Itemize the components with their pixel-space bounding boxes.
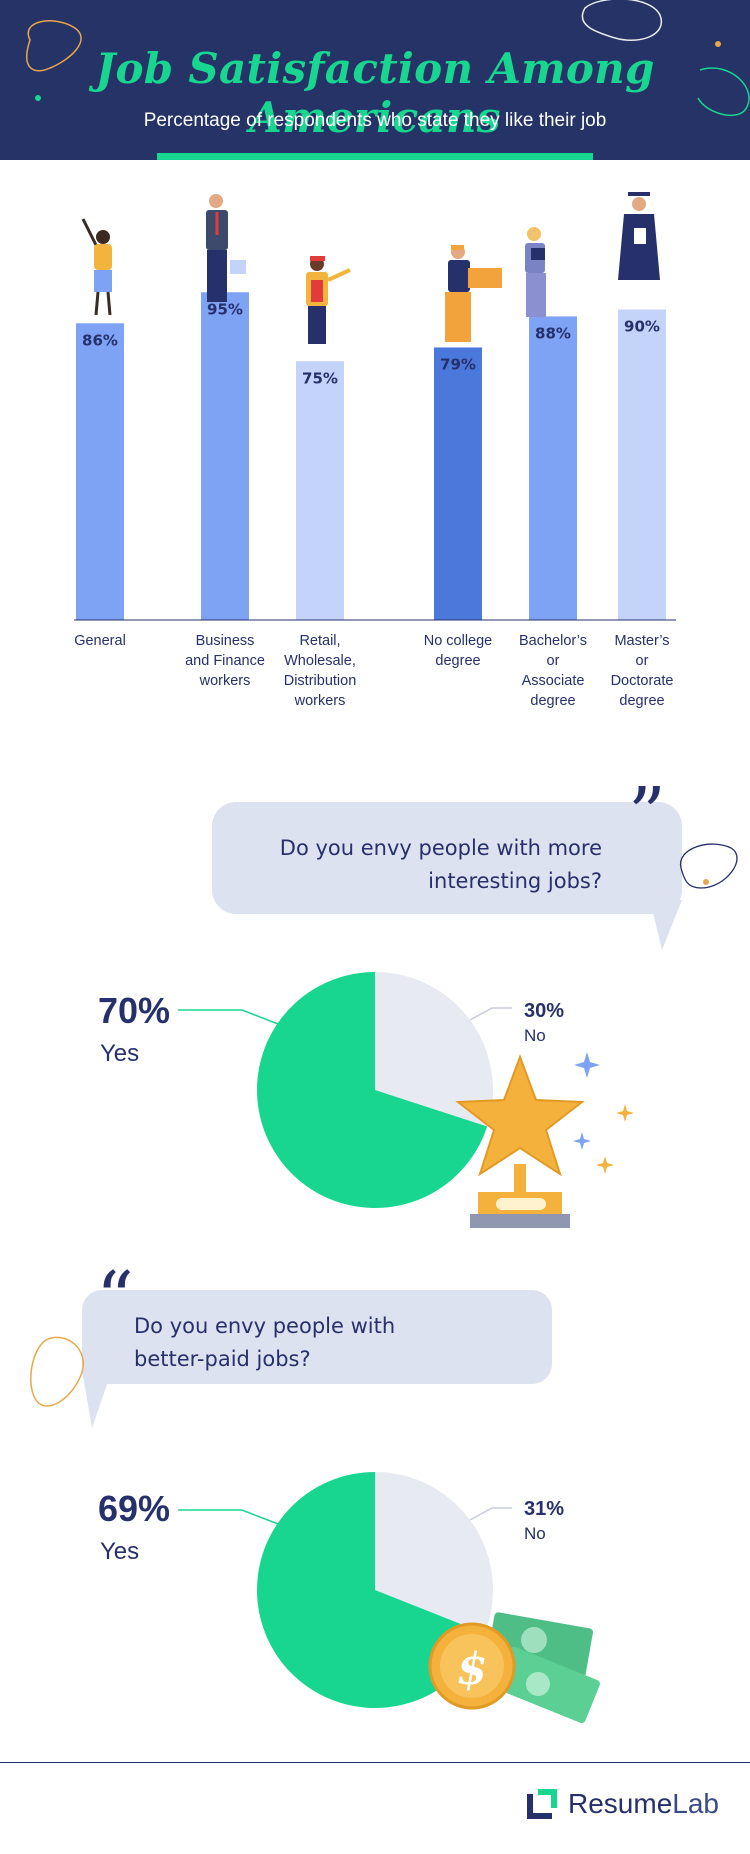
bar-value-label-5: 90%	[624, 318, 660, 336]
category-label-1: Business and Finance workers	[185, 633, 265, 689]
bar-5	[618, 309, 666, 620]
brand-name: ResumeLab	[568, 1788, 719, 1820]
page-subtitle: Percentage of respondents who state they…	[143, 110, 607, 131]
person-bachelor-icon	[525, 227, 546, 317]
header-accent-bar	[157, 153, 593, 160]
question-1-line-2: interesting jobs?	[428, 869, 602, 893]
category-label-0: General	[74, 633, 126, 649]
person-no-college-icon	[445, 245, 502, 342]
brand-name-part1: Resume	[568, 1788, 673, 1819]
pie-1-yes-percent: 70%	[98, 990, 171, 1031]
pie-1-no-label: No	[524, 1026, 546, 1045]
brand-name-part2: Lab	[672, 1788, 719, 1819]
question-text-1: Do you envy people with more interesting…	[252, 832, 602, 898]
pie-1-yes-leader	[178, 1009, 279, 1025]
bar-0	[76, 323, 124, 620]
bar-value-label-3: 79%	[440, 355, 476, 373]
pie-2-slice-yes	[257, 1472, 485, 1708]
bar-1	[201, 292, 249, 620]
person-retail-icon	[306, 256, 351, 344]
person-business-icon	[206, 194, 246, 302]
pie-2-no-percent: 31%	[524, 1498, 565, 1520]
question-2-line-2: better-paid jobs?	[134, 1347, 311, 1371]
pie-1-yes-label: Yes	[100, 1040, 140, 1067]
category-label-2: Retail, Wholesale, Distribution workers	[284, 633, 357, 709]
category-label-4: Bachelor’s or Associate degree	[519, 633, 587, 709]
category-label-5: Master’s or Doctorate degree	[611, 633, 674, 709]
page-title: Job Satisfaction Among Americans	[95, 44, 655, 142]
header-banner: Job Satisfaction Among Americans Percent…	[0, 0, 750, 160]
pie-2-yes-label: Yes	[100, 1538, 140, 1565]
resumelab-logo-icon	[527, 1789, 557, 1819]
person-general-icon	[81, 218, 112, 316]
pie-2-yes-leader	[178, 1509, 279, 1525]
question-text-2: Do you envy people with better-paid jobs…	[134, 1310, 534, 1376]
person-master-icon	[618, 192, 660, 280]
pie-2-no-label: No	[524, 1524, 546, 1543]
pie-1-no-percent: 30%	[524, 1000, 565, 1022]
bubble-1-decoration	[680, 843, 738, 889]
bar-value-label-4: 88%	[535, 324, 571, 342]
question-2-line-1: Do you envy people with	[134, 1314, 396, 1338]
bar-value-label-0: 86%	[82, 331, 118, 349]
bar-2	[296, 361, 344, 620]
bar-value-label-1: 95%	[207, 300, 243, 318]
pie-2-no-leader	[469, 1507, 512, 1521]
question-bubble-1	[212, 802, 682, 914]
pie-1-no-leader	[469, 1007, 512, 1021]
quote-icon-2: “	[96, 1256, 134, 1342]
category-label-3: No college degree	[424, 633, 493, 669]
bar-4	[529, 316, 577, 620]
bar-value-label-2: 75%	[302, 369, 338, 387]
footer-divider	[0, 1762, 750, 1763]
pie-1-slice-yes	[257, 972, 488, 1208]
question-1-line-1: Do you envy people with more	[279, 836, 602, 860]
pie-chart-2	[178, 1472, 512, 1708]
bar-chart: 86% 95% 75% 79% 88% 90%	[74, 192, 676, 709]
pie-2-slice-no	[375, 1472, 494, 1634]
quote-icon: ”	[628, 772, 666, 858]
pie-2-yes-percent: 69%	[98, 1488, 171, 1529]
question-bubble-2	[82, 1290, 552, 1384]
bar-3	[434, 347, 482, 620]
pie-chart-1	[178, 972, 512, 1208]
